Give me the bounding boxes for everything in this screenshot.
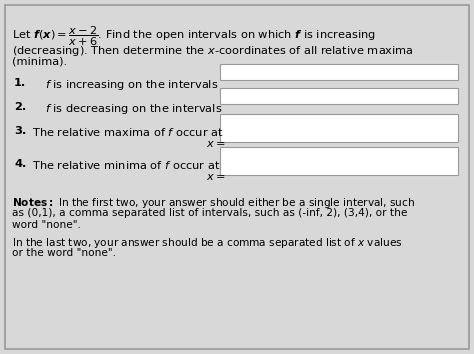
Bar [220, 147, 458, 175]
Text: The relative minima of $f$ occur at: The relative minima of $f$ occur at [32, 159, 220, 171]
Bar [220, 64, 458, 80]
Text: 3.: 3. [14, 126, 27, 136]
Bar [220, 88, 458, 104]
Text: $f$ is increasing on the intervals: $f$ is increasing on the intervals [45, 78, 219, 92]
Text: 1.: 1. [14, 78, 26, 88]
Text: $\mathbf{Notes:}$ In the first two, your answer should either be a single interv: $\mathbf{Notes:}$ In the first two, your… [12, 196, 415, 210]
Text: (minima).: (minima). [12, 57, 67, 67]
Text: 4.: 4. [14, 159, 27, 169]
Text: as (0,1), a comma separated list of intervals, such as (-inf, 2), (3,4), or the: as (0,1), a comma separated list of inte… [12, 208, 407, 218]
Text: $x =$: $x =$ [206, 172, 226, 182]
Text: $f$ is decreasing on the intervals: $f$ is decreasing on the intervals [45, 102, 222, 116]
Text: (decreasing). Then determine the $x$-coordinates of all relative maxima: (decreasing). Then determine the $x$-coo… [12, 44, 414, 58]
Text: In the last two, your answer should be a comma separated list of $x$ values: In the last two, your answer should be a… [12, 236, 402, 250]
Text: The relative maxima of $f$ occur at: The relative maxima of $f$ occur at [32, 126, 224, 138]
Text: Let $\boldsymbol{f}(\boldsymbol{x}) = \dfrac{x-2}{x+6}$. Find the open intervals: Let $\boldsymbol{f}(\boldsymbol{x}) = \d… [12, 24, 375, 47]
Text: or the word "none".: or the word "none". [12, 248, 116, 258]
Text: word "none".: word "none". [12, 220, 81, 230]
Bar [220, 114, 458, 142]
Text: $x =$: $x =$ [206, 139, 226, 149]
Text: 2.: 2. [14, 102, 26, 112]
